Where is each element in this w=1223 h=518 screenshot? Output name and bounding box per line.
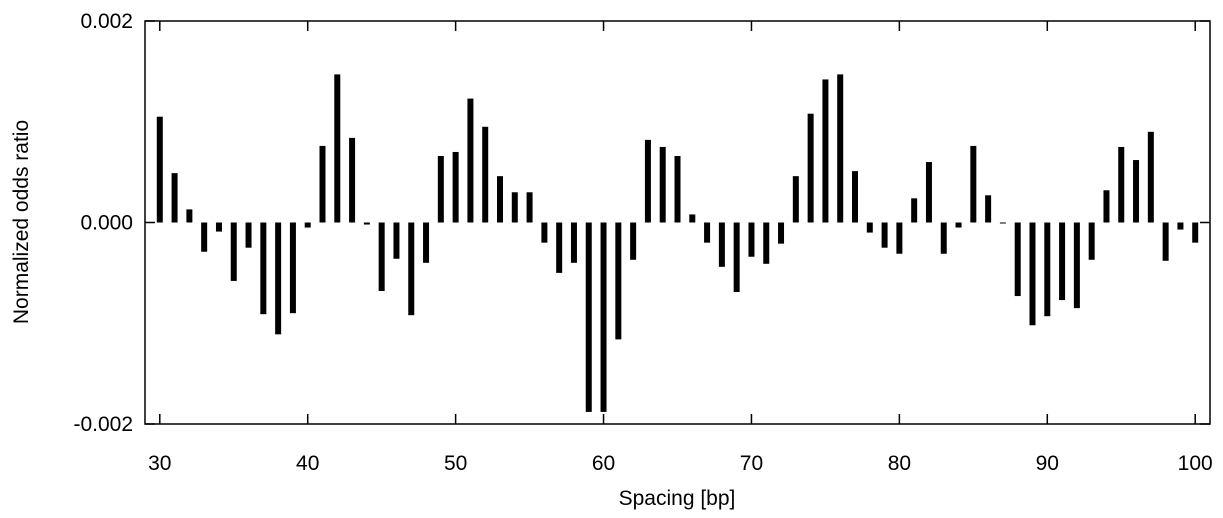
bar-59 — [585, 222, 592, 412]
bar-63 — [644, 139, 651, 223]
bar-87 — [999, 222, 1006, 224]
bar-31 — [171, 173, 178, 223]
bar-51 — [467, 98, 474, 223]
bar-95 — [1118, 146, 1125, 223]
y-tick-label-2: 0.002 — [80, 10, 133, 33]
bar-74 — [807, 113, 814, 223]
bar-60 — [600, 222, 607, 412]
bar-64 — [659, 146, 666, 223]
bars-group — [156, 74, 1199, 412]
bar-80 — [896, 222, 903, 254]
bar-44 — [363, 222, 370, 225]
bar-68 — [718, 222, 725, 267]
bar-91 — [1059, 222, 1066, 301]
bar-34 — [215, 222, 222, 232]
bar-35 — [230, 222, 237, 281]
bar-81 — [911, 198, 918, 223]
x-axis-label: Spacing [bp] — [619, 487, 736, 510]
bar-97 — [1147, 131, 1154, 223]
bar-55 — [526, 192, 533, 223]
x-tick-label-1: 40 — [296, 452, 319, 475]
bar-41 — [319, 145, 326, 223]
bar-69 — [733, 222, 740, 293]
bar-100 — [1192, 222, 1199, 243]
bar-32 — [186, 209, 193, 223]
bar-85 — [970, 145, 977, 223]
bar-72 — [778, 222, 785, 244]
bar-86 — [985, 195, 992, 223]
bar-62 — [630, 222, 637, 260]
bar-40 — [304, 222, 311, 228]
x-tick-label-7: 100 — [1178, 452, 1213, 475]
bar-93 — [1088, 222, 1095, 260]
bar-39 — [289, 222, 296, 314]
bar-92 — [1073, 222, 1080, 309]
bar-43 — [349, 137, 356, 223]
x-axis: 30 40 50 60 70 80 90 100 — [148, 21, 1213, 475]
bar-77 — [852, 171, 858, 223]
bar-89 — [1029, 222, 1036, 326]
bar-45 — [378, 222, 385, 292]
x-tick-label-4: 70 — [740, 452, 763, 475]
x-tick-label-3: 60 — [592, 452, 615, 475]
x-tick-label-2: 50 — [444, 452, 467, 475]
bar-52 — [482, 126, 489, 223]
bar-53 — [497, 176, 503, 223]
bar-71 — [763, 222, 770, 264]
bar-65 — [674, 156, 681, 223]
y-axis: -0.002 0.000 0.002 — [73, 10, 1210, 436]
y-axis-label: Normalized odds ratio — [10, 120, 33, 324]
x-tick-label-6: 90 — [1036, 452, 1059, 475]
bar-46 — [393, 222, 400, 259]
bar-56 — [541, 222, 548, 243]
y-tick-label-1: 0.000 — [80, 212, 133, 235]
bar-98 — [1162, 222, 1169, 261]
bar-70 — [748, 222, 755, 257]
bar-48 — [423, 222, 430, 263]
bar-83 — [940, 222, 947, 254]
bar-82 — [925, 162, 932, 223]
bar-73 — [792, 176, 799, 223]
bar-94 — [1103, 190, 1110, 223]
bar-49 — [437, 156, 444, 223]
bar-67 — [704, 222, 711, 243]
bar-75 — [822, 79, 829, 223]
bar-58 — [570, 222, 577, 263]
bar-30 — [156, 116, 163, 223]
bar-99 — [1177, 222, 1184, 230]
bar-33 — [201, 222, 208, 252]
bar-66 — [689, 214, 696, 223]
bar-36 — [245, 222, 252, 248]
bar-61 — [615, 222, 622, 340]
bar-47 — [408, 222, 415, 316]
bar-78 — [866, 222, 873, 233]
bar-96 — [1133, 160, 1140, 223]
bar-50 — [452, 151, 459, 223]
bar-57 — [556, 222, 563, 273]
bar-88 — [1014, 222, 1021, 297]
bar-76 — [837, 74, 844, 223]
bar-90 — [1044, 222, 1051, 317]
bar-84 — [955, 222, 962, 228]
bar-42 — [334, 74, 341, 223]
bar-37 — [260, 222, 267, 315]
x-tick-label-5: 80 — [888, 452, 911, 475]
bar-54 — [511, 192, 518, 223]
bar-79 — [881, 222, 888, 248]
x-tick-label-0: 30 — [148, 452, 171, 475]
bar-38 — [275, 222, 282, 335]
y-tick-label-0: -0.002 — [73, 413, 133, 436]
